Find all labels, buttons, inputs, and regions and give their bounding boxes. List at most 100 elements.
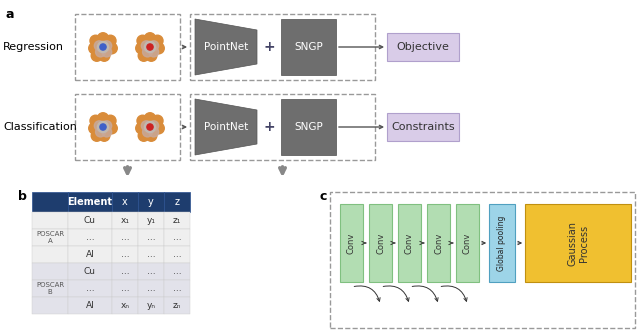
Text: Conv: Conv [376,232,385,254]
Text: y: y [148,197,154,207]
Circle shape [97,122,109,133]
Polygon shape [195,99,257,155]
Text: ...: ... [86,284,94,293]
Circle shape [138,130,149,141]
Text: ...: ... [173,267,181,276]
FancyArrowPatch shape [412,286,438,301]
Text: Cu: Cu [84,267,96,276]
Circle shape [146,130,157,141]
Text: ...: ... [173,284,181,293]
Bar [387,113,459,141]
Bar [32,246,68,263]
Text: xₙ: xₙ [120,301,129,310]
Text: SNGP: SNGP [294,122,323,132]
Bar [68,280,112,297]
Bar [164,192,190,212]
Circle shape [106,123,117,134]
Text: z₁: z₁ [173,216,181,225]
Bar [427,204,450,282]
Bar [456,204,479,282]
Bar [138,297,164,314]
Circle shape [89,123,100,134]
FancyArrowPatch shape [383,286,409,301]
Bar [68,229,112,246]
Text: z: z [175,197,179,207]
Bar [190,94,375,160]
Text: +: + [263,120,275,134]
Bar [398,204,421,282]
FancyArrowPatch shape [441,286,467,301]
Circle shape [99,50,110,61]
Circle shape [136,123,147,134]
Bar [32,297,68,314]
Text: Conv: Conv [405,232,414,254]
Text: c: c [320,190,328,203]
Bar [75,14,180,80]
Circle shape [141,41,151,51]
Bar [340,204,363,282]
Bar [112,297,138,314]
Bar [138,263,164,280]
Bar [68,297,112,314]
Text: Conv: Conv [463,232,472,254]
Text: Al: Al [86,250,94,259]
Text: Global pooling: Global pooling [497,215,506,271]
Circle shape [102,127,111,137]
Bar [138,212,164,229]
Text: x₁: x₁ [120,216,129,225]
Circle shape [136,43,147,54]
Text: Regression: Regression [3,42,64,52]
Bar [281,19,336,75]
Circle shape [152,115,163,126]
Text: ...: ... [121,284,129,293]
Text: ...: ... [173,250,181,259]
Bar [330,192,635,328]
Circle shape [102,47,111,57]
Bar [68,246,112,263]
Bar [112,212,138,229]
Bar [32,192,68,212]
Circle shape [152,35,163,46]
Bar [138,229,164,246]
FancyArrowPatch shape [354,286,380,301]
Bar [164,263,190,280]
Circle shape [89,43,100,54]
Circle shape [100,44,106,50]
Circle shape [90,115,101,126]
Text: Conv: Conv [347,232,356,254]
Bar [68,263,112,280]
Circle shape [145,122,156,133]
Circle shape [141,121,151,131]
Bar [112,192,138,212]
Text: Cu: Cu [84,216,96,225]
Circle shape [138,50,149,61]
Bar [75,94,180,160]
Text: ...: ... [147,233,156,242]
Bar [32,263,68,280]
Text: SNGP: SNGP [294,42,323,52]
Circle shape [137,35,148,46]
Bar [138,192,164,212]
Circle shape [97,41,109,52]
Text: ...: ... [121,250,129,259]
Bar [387,33,459,61]
Text: yₙ: yₙ [147,301,156,310]
Bar [112,229,138,246]
Circle shape [92,50,102,61]
Bar [281,99,336,155]
Text: Gaussian
Process: Gaussian Process [567,220,589,266]
Bar [112,246,138,263]
Text: x: x [122,197,128,207]
Text: ...: ... [86,233,94,242]
Circle shape [105,35,116,46]
Text: Constraints: Constraints [391,122,455,132]
Text: +: + [263,40,275,54]
Text: Conv: Conv [434,232,443,254]
Circle shape [153,43,164,54]
Text: PointNet: PointNet [204,42,248,52]
Circle shape [148,47,159,57]
Bar [489,204,515,282]
Circle shape [92,130,102,141]
Bar [164,297,190,314]
Circle shape [94,121,104,131]
